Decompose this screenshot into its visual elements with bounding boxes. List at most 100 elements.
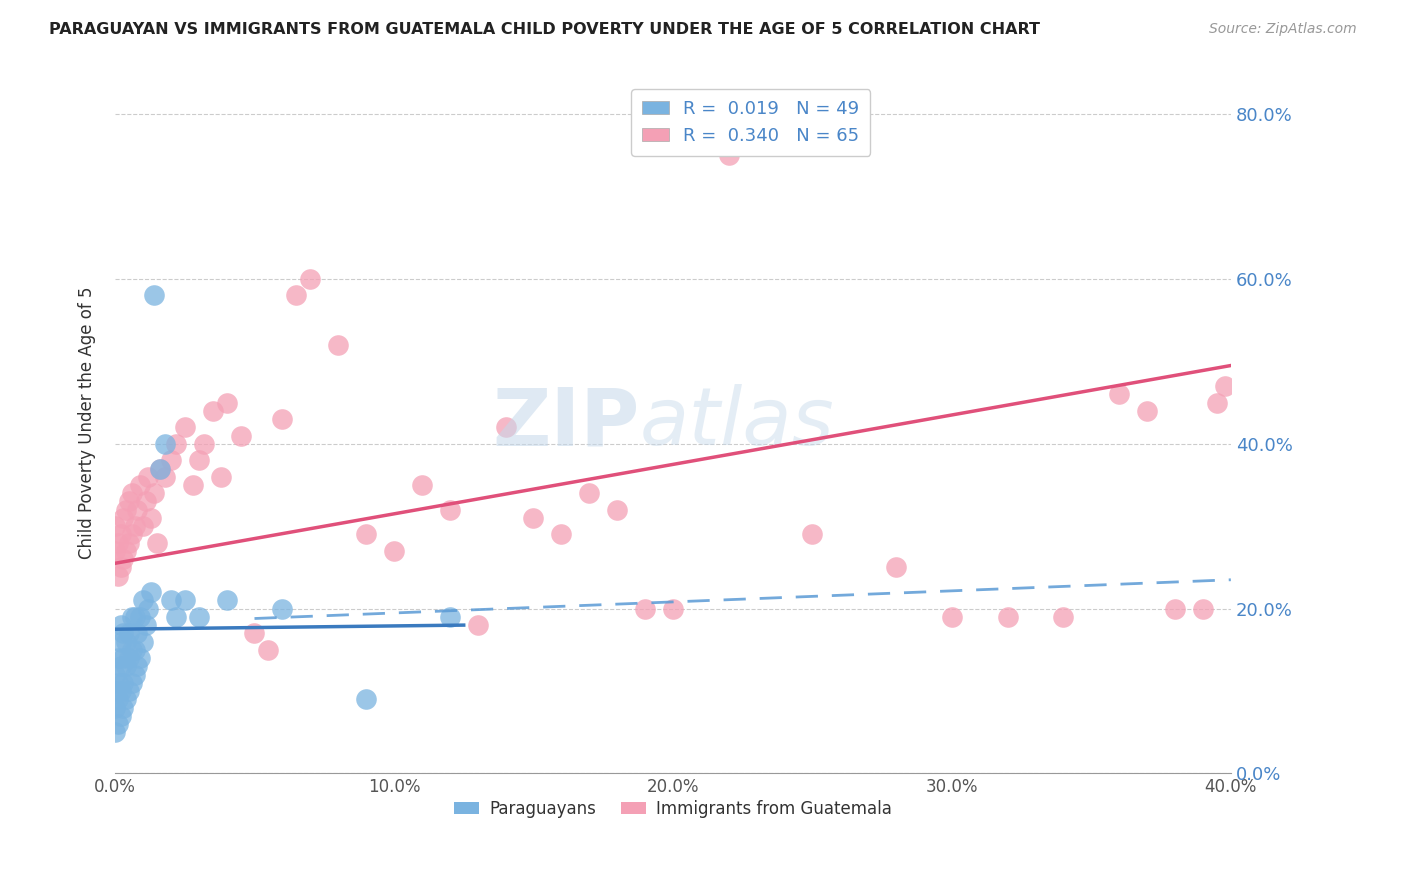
Point bbox=[411, 478, 433, 492]
Point bbox=[112, 700, 135, 714]
Point bbox=[112, 651, 135, 665]
Point bbox=[243, 626, 266, 640]
Point bbox=[110, 527, 132, 541]
Point bbox=[149, 461, 172, 475]
Point bbox=[104, 667, 127, 681]
Point bbox=[165, 437, 187, 451]
Point bbox=[118, 535, 141, 549]
Point bbox=[115, 544, 138, 558]
Point bbox=[1213, 379, 1236, 393]
Point bbox=[121, 486, 143, 500]
Point bbox=[129, 651, 152, 665]
Point bbox=[104, 684, 127, 698]
Point bbox=[187, 453, 209, 467]
Point bbox=[193, 437, 215, 451]
Point bbox=[173, 593, 195, 607]
Point bbox=[439, 502, 461, 516]
Point bbox=[127, 502, 149, 516]
Point bbox=[201, 404, 224, 418]
Point bbox=[112, 626, 135, 640]
Point bbox=[143, 486, 166, 500]
Point bbox=[257, 643, 280, 657]
Point bbox=[187, 610, 209, 624]
Point bbox=[104, 725, 127, 739]
Point bbox=[467, 618, 489, 632]
Legend: Paraguayans, Immigrants from Guatemala: Paraguayans, Immigrants from Guatemala bbox=[447, 793, 898, 824]
Point bbox=[110, 708, 132, 723]
Point bbox=[115, 692, 138, 706]
Point bbox=[141, 511, 163, 525]
Point bbox=[522, 511, 544, 525]
Point bbox=[138, 601, 160, 615]
Point bbox=[104, 544, 127, 558]
Point bbox=[112, 552, 135, 566]
Point bbox=[155, 437, 177, 451]
Point bbox=[118, 494, 141, 508]
Point bbox=[107, 675, 129, 690]
Point bbox=[118, 684, 141, 698]
Point bbox=[215, 593, 238, 607]
Point bbox=[159, 593, 181, 607]
Point bbox=[112, 675, 135, 690]
Point bbox=[354, 527, 377, 541]
Point bbox=[121, 643, 143, 657]
Point bbox=[884, 560, 907, 574]
Text: ZIP: ZIP bbox=[492, 384, 640, 462]
Point bbox=[155, 469, 177, 483]
Point bbox=[271, 412, 294, 426]
Point bbox=[717, 148, 740, 162]
Point bbox=[271, 601, 294, 615]
Point bbox=[135, 618, 157, 632]
Point bbox=[328, 338, 350, 352]
Point bbox=[285, 288, 308, 302]
Point bbox=[132, 593, 155, 607]
Point bbox=[118, 626, 141, 640]
Point bbox=[299, 272, 322, 286]
Point bbox=[110, 684, 132, 698]
Text: PARAGUAYAN VS IMMIGRANTS FROM GUATEMALA CHILD POVERTY UNDER THE AGE OF 5 CORRELA: PARAGUAYAN VS IMMIGRANTS FROM GUATEMALA … bbox=[49, 22, 1040, 37]
Point bbox=[127, 659, 149, 673]
Point bbox=[107, 651, 129, 665]
Point bbox=[110, 634, 132, 648]
Point bbox=[104, 700, 127, 714]
Point bbox=[229, 428, 252, 442]
Point bbox=[215, 395, 238, 409]
Point bbox=[110, 560, 132, 574]
Point bbox=[107, 535, 129, 549]
Point bbox=[662, 601, 685, 615]
Point bbox=[439, 610, 461, 624]
Point bbox=[1206, 395, 1229, 409]
Point bbox=[110, 659, 132, 673]
Point bbox=[115, 502, 138, 516]
Point bbox=[138, 469, 160, 483]
Point bbox=[606, 502, 628, 516]
Point bbox=[578, 486, 600, 500]
Text: Source: ZipAtlas.com: Source: ZipAtlas.com bbox=[1209, 22, 1357, 37]
Point bbox=[1136, 404, 1159, 418]
Point bbox=[115, 634, 138, 648]
Point bbox=[124, 667, 146, 681]
Point bbox=[1192, 601, 1215, 615]
Point bbox=[165, 610, 187, 624]
Point bbox=[146, 535, 169, 549]
Point bbox=[112, 511, 135, 525]
Point bbox=[121, 675, 143, 690]
Point bbox=[941, 610, 963, 624]
Point bbox=[354, 692, 377, 706]
Point bbox=[107, 568, 129, 582]
Point bbox=[127, 626, 149, 640]
Point bbox=[209, 469, 232, 483]
Y-axis label: Child Poverty Under the Age of 5: Child Poverty Under the Age of 5 bbox=[79, 287, 96, 559]
Point bbox=[141, 585, 163, 599]
Point bbox=[110, 618, 132, 632]
Point bbox=[118, 651, 141, 665]
Point bbox=[1108, 387, 1130, 401]
Point bbox=[382, 544, 405, 558]
Point bbox=[115, 659, 138, 673]
Point bbox=[801, 527, 824, 541]
Point bbox=[121, 527, 143, 541]
Point bbox=[550, 527, 572, 541]
Point bbox=[124, 610, 146, 624]
Point bbox=[129, 478, 152, 492]
Point bbox=[181, 478, 204, 492]
